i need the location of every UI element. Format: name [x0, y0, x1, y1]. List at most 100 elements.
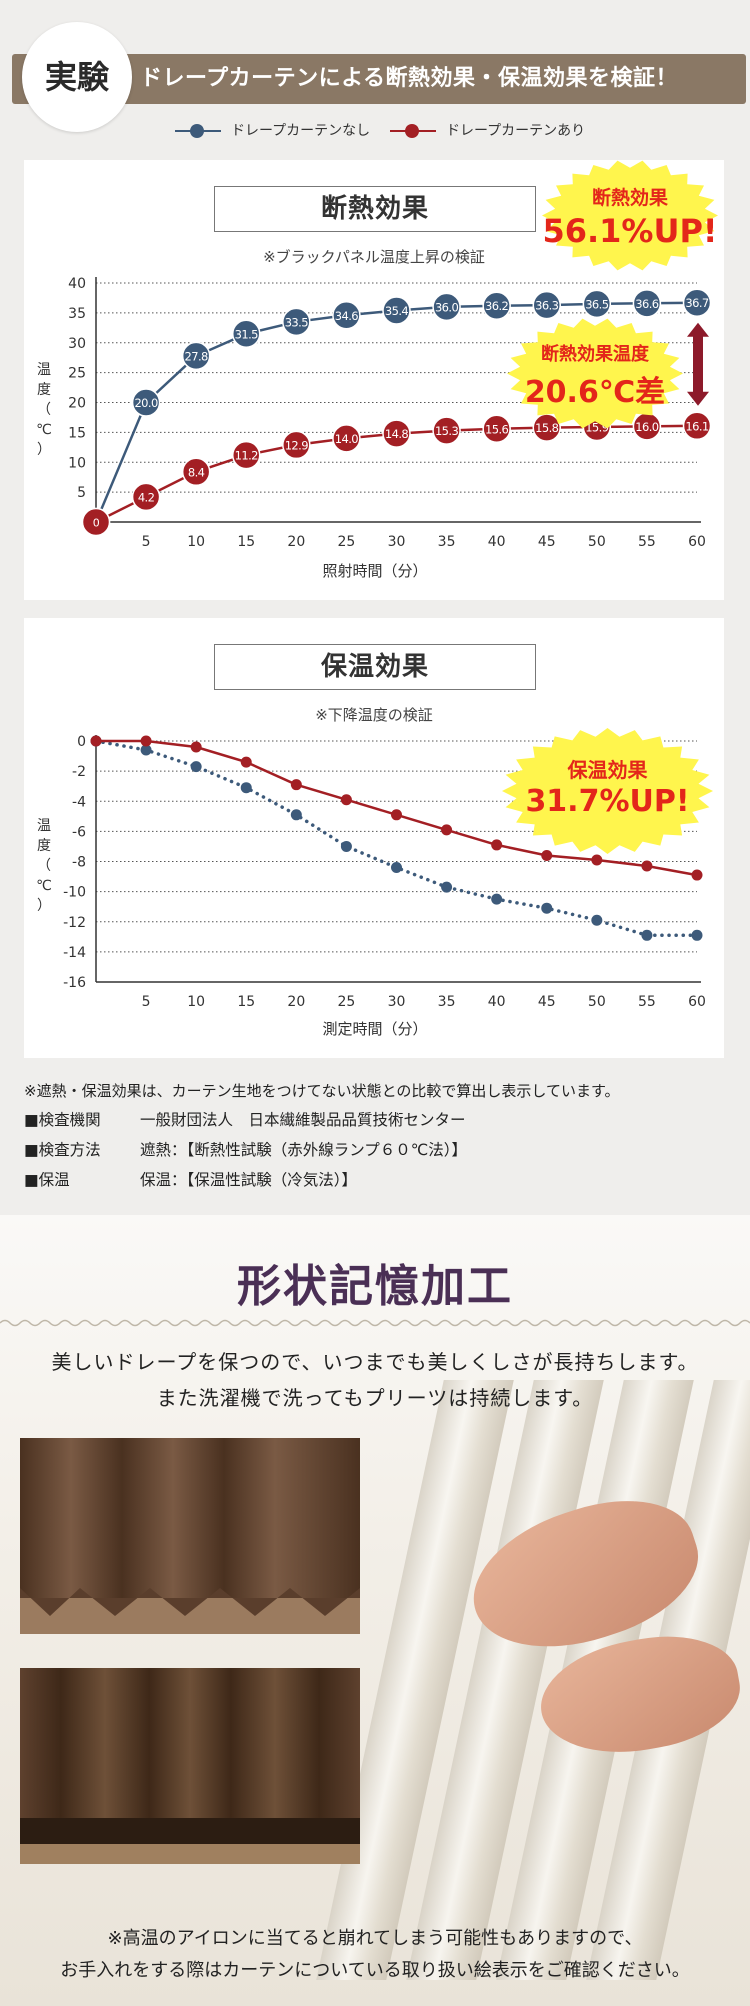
experiment-badge [22, 22, 132, 132]
data-point [232, 440, 261, 470]
y-tick-label: 10 [68, 455, 86, 471]
data-point [632, 289, 662, 318]
data-point [541, 849, 553, 861]
x-tick-label: 55 [638, 534, 656, 550]
header-title: ドレープカーテンによる断熱効果・保温効果を検証！ [140, 66, 679, 91]
heat-retention-chart-title: 保温効果 [214, 644, 536, 690]
inspection-agency-value: 一般財団法人 日本繊維製品品質技術センター [140, 1111, 466, 1129]
data-point [332, 301, 361, 330]
insulation-y-axis-label: 温度（℃） [36, 362, 52, 458]
data-label: 14.0 [335, 432, 358, 446]
insulation-burst-line1: 断熱効果 [591, 187, 668, 209]
legend-marker-icon [175, 124, 221, 138]
x-tick-label: 40 [488, 534, 506, 550]
care-note-1: ※高温のアイロンに当てると崩れてしまう可能性もありますので、 [107, 1928, 643, 1949]
temperature-diff-burst [507, 318, 683, 429]
data-point [340, 840, 352, 852]
legend-label-with: ドレープカーテンあり [446, 123, 586, 139]
y-tick-label: 30 [68, 336, 86, 352]
arrow-head-icon [687, 322, 709, 337]
data-point [232, 319, 261, 349]
insulation-chart-subtitle: ※ブラックパネル温度上昇の検証 [263, 248, 485, 266]
legend-item-without: ドレープカーテンなし [175, 118, 370, 144]
care-note-2: お手入れをする際はカーテンについている取り扱い絵表示をご確認ください。 [60, 1960, 690, 1981]
data-point [682, 411, 712, 441]
data-point [482, 414, 511, 444]
x-tick-label: 15 [237, 994, 255, 1010]
y-tick-label: -8 [72, 855, 86, 871]
shape-memory-desc-2: また洗濯機で洗ってもプリーツは持続します。 [156, 1386, 594, 1410]
x-tick-label: 25 [338, 994, 356, 1010]
data-label: 34.6 [335, 309, 358, 323]
data-label: 15.8 [535, 421, 558, 435]
shape-memory-title: 形状記憶加工 [237, 1261, 513, 1312]
data-point [441, 881, 453, 893]
y-tick-label: 0 [77, 734, 86, 750]
data-point [541, 902, 553, 914]
heat-retention-value: 保温：【保温性試験（冷気法）】 [140, 1171, 358, 1189]
y-tick-label: 40 [68, 276, 86, 292]
data-point [290, 809, 302, 821]
curtain-photo-top [20, 1438, 360, 1634]
insulation-effect-burst [542, 160, 718, 271]
heat-retention-label: ■保温 [24, 1171, 70, 1189]
data-point [691, 869, 703, 881]
data-label: 12.9 [285, 438, 308, 452]
x-tick-label: 50 [588, 534, 606, 550]
data-point [131, 388, 161, 417]
data-label: 36.7 [685, 296, 708, 310]
arrow-head-icon [687, 391, 709, 406]
data-point [641, 929, 653, 941]
heat-retention-line-chart: 0 -2 -4 -6 -8 -10 -12 -14 -16 5 10 15 20 25 30 35 40 45 50… [63, 734, 706, 1010]
inspection-method-value: 遮熱：【断熱性試験（赤外線ランプ６０℃法）】 [140, 1141, 467, 1159]
temperature-diff-burst-line2: 20.6℃差 [524, 375, 666, 410]
insulation-line-chart: 5 10 15 20 25 30 35 40 5 10 15 20 25 30 35 40 45 50 55 60 0 2… [68, 276, 712, 550]
legend-marker-icon [390, 124, 436, 138]
x-tick-label: 5 [142, 994, 151, 1010]
data-label: 14.8 [385, 427, 408, 441]
data-label: 36.5 [585, 297, 608, 311]
x-tick-label: 30 [388, 994, 406, 1010]
data-point [240, 782, 252, 794]
data-point [591, 914, 603, 926]
data-point [391, 862, 402, 874]
data-label: 16.0 [635, 420, 658, 434]
x-tick-label: 55 [638, 994, 656, 1010]
data-label: 4.2 [138, 490, 155, 504]
heat-retention-y-axis-label: 温度（℃） [36, 818, 52, 914]
data-point [482, 291, 511, 320]
y-tick-label: -14 [63, 945, 86, 961]
heat-retention-burst-line1: 保温効果 [567, 758, 648, 782]
data-point [491, 839, 503, 851]
data-point [282, 430, 311, 460]
data-point [140, 735, 152, 747]
x-tick-label: 60 [688, 534, 706, 550]
data-label: 36.6 [635, 297, 658, 311]
x-tick-label: 20 [287, 534, 305, 550]
data-label: 27.8 [185, 349, 208, 363]
x-tick-label: 45 [538, 994, 556, 1010]
x-tick-label: 25 [338, 534, 356, 550]
legend-label-without: ドレープカーテンなし [231, 123, 371, 139]
x-tick-label: 10 [187, 994, 205, 1010]
data-label: 15.3 [435, 424, 458, 438]
data-point [190, 741, 202, 753]
x-tick-label: 35 [438, 534, 456, 550]
comparison-note: ※遮熱・保温効果は、カーテン生地をつけてない状態との比較で算出し表示しています。 [24, 1082, 620, 1100]
data-point [81, 507, 111, 537]
data-label: 33.5 [285, 315, 308, 329]
x-tick-label: 15 [237, 534, 255, 550]
data-point [140, 744, 152, 756]
legend-item-with: ドレープカーテンあり [390, 118, 585, 144]
data-point [582, 289, 612, 319]
data-label: 11.2 [235, 449, 258, 463]
data-point [181, 341, 211, 371]
experiment-badge-label: 実験 [44, 58, 109, 96]
heat-retention-burst-line2: 31.7%UP! [525, 784, 690, 819]
data-point [391, 809, 402, 821]
data-point [282, 307, 311, 337]
header-banner [12, 54, 746, 104]
data-point [340, 794, 352, 806]
y-tick-label: 20 [68, 396, 86, 412]
insulation-chart-title: 断熱効果 [214, 186, 536, 232]
